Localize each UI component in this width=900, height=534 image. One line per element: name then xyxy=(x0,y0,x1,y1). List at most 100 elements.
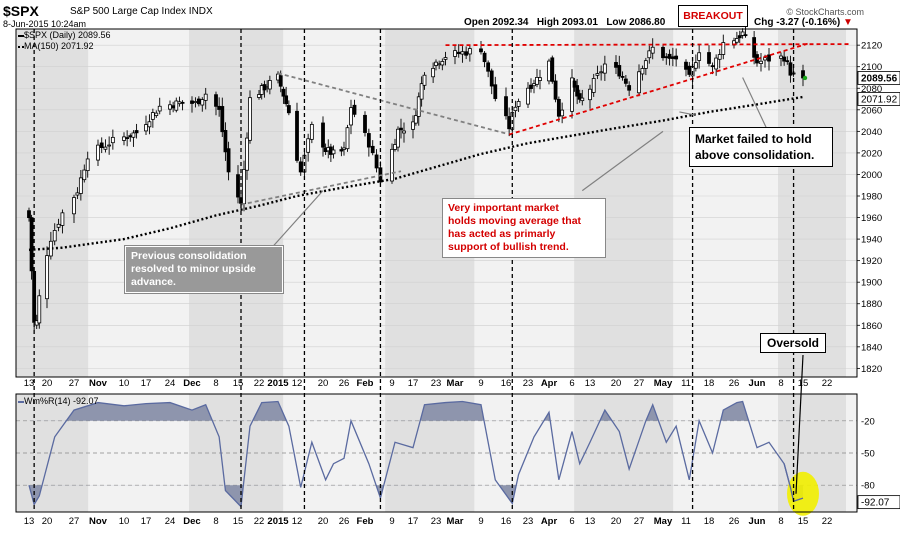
ohlc-values: Open 2092.34 High 2093.01 Low 2086.80 xyxy=(464,17,665,28)
price-x-tick-label: 20 xyxy=(318,378,329,389)
candle-body xyxy=(236,174,240,198)
candle-body xyxy=(620,76,625,78)
candle-body xyxy=(556,98,561,117)
price-x-tick-label: 17 xyxy=(408,378,419,389)
candle-body xyxy=(374,154,379,169)
candle-body xyxy=(453,50,457,57)
candle-body xyxy=(710,65,715,68)
candle-body xyxy=(538,77,542,81)
indicator-x-tick-label: 20 xyxy=(318,516,329,527)
candle-body xyxy=(617,65,622,77)
candle-body xyxy=(363,114,367,133)
candle-body xyxy=(220,106,225,133)
candle-body xyxy=(614,62,618,68)
williams-line-tail xyxy=(783,463,804,503)
overbought-fill xyxy=(29,401,803,421)
annotation-line: above consolidation. xyxy=(695,148,815,162)
indicator-panel-frame xyxy=(15,393,858,513)
candle-body xyxy=(27,210,31,219)
last-williams-label-text: -92.07 xyxy=(861,498,890,509)
candle-body xyxy=(759,60,763,64)
oversold-highlight xyxy=(787,471,819,516)
last-price-label-text: 2089.56 xyxy=(861,73,898,84)
indicator-x-tick-label: 8 xyxy=(213,516,218,527)
annotation-market-failed: Market failed to hold above consolidatio… xyxy=(689,127,833,167)
annotation-line: resolved to minor upside xyxy=(131,263,256,275)
price-x-tick-label: 11 xyxy=(681,378,691,389)
price-x-tick-label: 6 xyxy=(569,378,574,389)
price-x-tick-label: 12 xyxy=(292,378,303,389)
candle-body xyxy=(580,97,585,102)
candle-body xyxy=(110,136,115,144)
price-x-tick-label: 23 xyxy=(523,378,534,389)
annotation-line: has acted as primarly xyxy=(448,228,556,240)
candle-body xyxy=(399,127,403,131)
indicator-x-tick-label: 15 xyxy=(233,516,244,527)
candle-body xyxy=(248,97,252,141)
indicator-x-tick-label: 12 xyxy=(292,516,303,527)
price-x-tick-label: 15 xyxy=(233,378,244,389)
legend-price-series: $SPX (Daily) 2089.56 xyxy=(18,30,111,41)
price-tick-label: 1840 xyxy=(861,342,882,353)
candle-body xyxy=(782,56,787,62)
price-x-tick-label: 8 xyxy=(213,378,218,389)
candle-body xyxy=(128,135,133,138)
candle-body xyxy=(82,169,87,181)
candle-body xyxy=(664,56,669,59)
indicator-x-tick-label: 26 xyxy=(339,516,350,527)
price-tick-label: 1960 xyxy=(861,213,882,224)
annotation-line: holds moving average that xyxy=(448,215,582,227)
candle-body xyxy=(650,46,655,54)
candle-body xyxy=(437,63,442,66)
legend-williams-swatch xyxy=(18,400,24,403)
price-x-tick-label: 18 xyxy=(704,378,715,389)
last-price-label-box xyxy=(857,71,900,85)
price-x-tick-label: 22 xyxy=(254,378,265,389)
candle-body xyxy=(309,124,314,140)
indicator-x-tick-label: Dec xyxy=(183,516,200,527)
price-tick-label: 1820 xyxy=(861,364,882,375)
indicator-x-tick-label: 17 xyxy=(408,516,419,527)
candle-body xyxy=(734,38,739,43)
ticker-symbol: $SPX xyxy=(3,3,39,19)
indicator-x-tick-label: 9 xyxy=(389,516,394,527)
month-shade-band xyxy=(778,29,846,377)
candle-body xyxy=(623,78,628,84)
legend-ma-swatch xyxy=(18,45,24,48)
candle-body xyxy=(75,192,80,196)
candle-body xyxy=(257,94,261,98)
price-x-tick-label: 16 xyxy=(501,378,512,389)
candle-body xyxy=(147,121,152,128)
indicator-x-tick-label: Feb xyxy=(357,516,374,527)
annotation-line: support of bullish trend. xyxy=(448,241,569,253)
candle-body xyxy=(743,34,748,37)
legend-williams-text: Wm%R(14) -92.07 xyxy=(24,396,99,406)
price-x-tick-label: 15 xyxy=(798,378,809,389)
candle-body xyxy=(331,149,336,155)
candle-body xyxy=(643,60,648,69)
price-x-tick-label: 8 xyxy=(778,378,783,389)
price-tick-label: 2020 xyxy=(861,148,882,159)
candle-body xyxy=(60,212,65,226)
candle-body xyxy=(366,133,371,148)
candle-body xyxy=(193,101,198,103)
candle-body xyxy=(697,52,702,61)
indicator-x-tick-label: 15 xyxy=(798,516,809,527)
indicator-x-tick-label: 6 xyxy=(569,516,574,527)
candle-body xyxy=(352,104,357,115)
callout-pointer xyxy=(742,77,770,134)
price-x-tick-label: 22 xyxy=(822,378,833,389)
indicator-x-tick-label: 23 xyxy=(431,516,442,527)
indicator-x-tick-label: 23 xyxy=(523,516,534,527)
price-tick-label: 2060 xyxy=(861,105,882,116)
legend-price-text: $SPX (Daily) 2089.56 xyxy=(24,30,111,40)
annotation-oversold: Oversold xyxy=(760,333,826,353)
price-tick-label: 1880 xyxy=(861,299,882,310)
indicator-x-tick-label: 18 xyxy=(704,516,715,527)
candle-body xyxy=(99,142,104,148)
annotation-line: Previous consolidation xyxy=(131,250,247,262)
candle-body xyxy=(737,35,742,39)
candle-body xyxy=(464,51,469,56)
indicator-x-tick-label: 27 xyxy=(69,516,80,527)
candle-body xyxy=(535,77,539,85)
